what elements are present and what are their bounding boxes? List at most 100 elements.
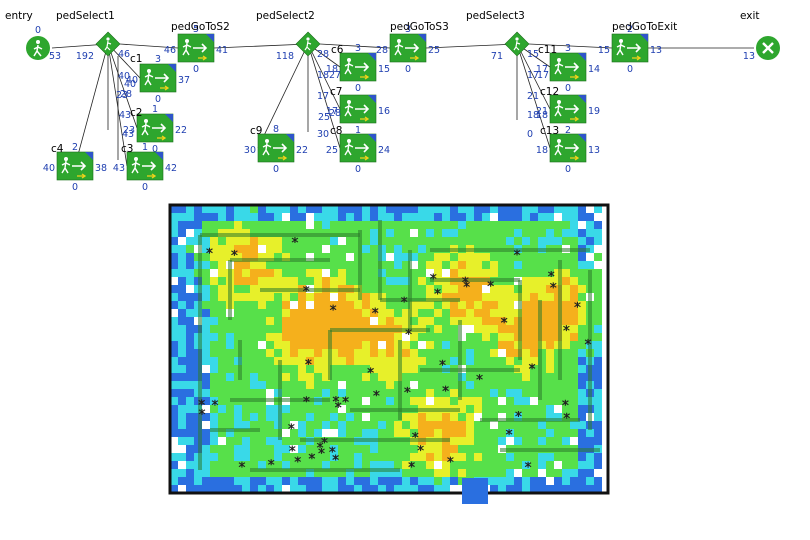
density-cell bbox=[418, 253, 426, 261]
density-cell bbox=[266, 429, 274, 437]
density-cell bbox=[202, 301, 210, 309]
pedestrian-marker-icon bbox=[411, 432, 419, 439]
density-cell bbox=[170, 205, 178, 213]
density-cell bbox=[474, 221, 482, 229]
pedestrian-marker-icon bbox=[332, 396, 340, 403]
density-cell bbox=[322, 269, 330, 277]
density-cell bbox=[354, 429, 362, 437]
density-cell bbox=[394, 213, 402, 221]
density-cell bbox=[522, 341, 530, 349]
density-cell bbox=[570, 309, 578, 317]
density-cell bbox=[386, 429, 394, 437]
density-cell bbox=[562, 229, 570, 237]
density-cell bbox=[178, 221, 186, 229]
density-cell bbox=[218, 341, 226, 349]
density-cell bbox=[170, 365, 178, 373]
density-cell bbox=[258, 261, 266, 269]
density-cell bbox=[450, 349, 458, 357]
density-cell bbox=[466, 357, 474, 365]
density-cell bbox=[482, 213, 490, 221]
density-cell bbox=[234, 445, 242, 453]
density-cell bbox=[242, 277, 250, 285]
density-cell bbox=[594, 261, 602, 269]
density-cell bbox=[306, 333, 314, 341]
density-cell bbox=[474, 445, 482, 453]
density-cell bbox=[402, 221, 410, 229]
density-cell bbox=[378, 357, 386, 365]
density-cell bbox=[202, 317, 210, 325]
density-cell bbox=[330, 341, 338, 349]
density-cell bbox=[498, 285, 506, 293]
density-cell bbox=[314, 317, 322, 325]
density-cell bbox=[474, 405, 482, 413]
connector-line bbox=[213, 43, 309, 49]
density-cell bbox=[242, 413, 250, 421]
density-cell bbox=[570, 325, 578, 333]
pedestrian-marker-icon bbox=[463, 281, 470, 288]
density-cell bbox=[498, 301, 506, 309]
density-cell bbox=[538, 293, 546, 301]
density-cell bbox=[562, 397, 570, 405]
density-cell bbox=[290, 277, 298, 285]
density-cell bbox=[242, 333, 250, 341]
walking-person-arrow-icon bbox=[554, 58, 580, 80]
density-cell bbox=[578, 253, 586, 261]
density-cell bbox=[242, 461, 250, 469]
density-cell bbox=[250, 373, 258, 381]
building-boundary bbox=[168, 203, 610, 495]
density-cell bbox=[322, 421, 330, 429]
density-cell bbox=[466, 437, 474, 445]
pedestrian-marker-icon bbox=[332, 454, 339, 461]
density-cell bbox=[266, 317, 274, 325]
corner-flag-icon bbox=[578, 53, 586, 61]
density-cell bbox=[578, 373, 586, 381]
density-cell bbox=[498, 397, 506, 405]
density-cell bbox=[354, 453, 362, 461]
density-cell bbox=[450, 261, 458, 269]
density-cell bbox=[490, 205, 498, 213]
density-cell bbox=[450, 269, 458, 277]
density-cell bbox=[378, 365, 386, 373]
density-cell bbox=[194, 213, 202, 221]
pedestrian-marker-icon bbox=[563, 412, 570, 419]
pedestrian-marker-icon bbox=[487, 280, 494, 287]
count-in: 43 bbox=[113, 163, 125, 174]
density-cell bbox=[234, 477, 242, 485]
density-cell bbox=[370, 389, 378, 397]
density-cell bbox=[234, 253, 242, 261]
density-cell bbox=[298, 485, 306, 493]
count-in: 13 bbox=[743, 51, 755, 62]
density-cell bbox=[418, 453, 426, 461]
density-cell bbox=[434, 373, 442, 381]
density-cell bbox=[170, 325, 178, 333]
density-cell bbox=[314, 477, 322, 485]
density-cell bbox=[306, 445, 314, 453]
density-cell bbox=[594, 285, 602, 293]
density-cell bbox=[474, 325, 482, 333]
branch-count: 18 bbox=[317, 70, 329, 81]
density-cell bbox=[330, 253, 338, 261]
density-cell bbox=[218, 397, 226, 405]
density-cell bbox=[354, 381, 362, 389]
density-cell bbox=[370, 469, 378, 477]
density-cell bbox=[298, 381, 306, 389]
